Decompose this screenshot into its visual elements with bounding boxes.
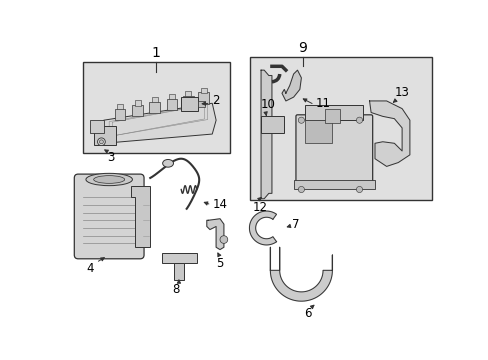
Ellipse shape <box>356 186 362 193</box>
Text: 3: 3 <box>107 151 115 164</box>
Bar <box>151 97 158 103</box>
Polygon shape <box>206 219 224 249</box>
Bar <box>261 116 284 133</box>
Ellipse shape <box>298 117 304 123</box>
Bar <box>82 62 230 153</box>
Bar <box>168 94 175 99</box>
Text: 6: 6 <box>303 307 311 320</box>
Ellipse shape <box>94 176 124 183</box>
Bar <box>149 102 160 113</box>
Bar <box>198 101 204 107</box>
Bar <box>94 126 116 145</box>
Bar <box>185 91 191 96</box>
Ellipse shape <box>97 138 105 145</box>
Polygon shape <box>131 186 150 247</box>
Ellipse shape <box>163 159 173 167</box>
Polygon shape <box>282 70 301 101</box>
Bar <box>162 253 196 264</box>
Polygon shape <box>270 247 332 301</box>
Bar <box>250 57 431 199</box>
FancyBboxPatch shape <box>74 174 144 259</box>
Ellipse shape <box>298 186 304 193</box>
Bar <box>200 88 206 93</box>
Text: 14: 14 <box>212 198 227 211</box>
Bar <box>293 180 374 189</box>
Bar <box>173 263 184 280</box>
Text: 9: 9 <box>298 41 307 55</box>
Polygon shape <box>369 101 409 166</box>
Text: 1: 1 <box>151 46 160 60</box>
Polygon shape <box>100 103 216 143</box>
Polygon shape <box>249 211 276 245</box>
Ellipse shape <box>99 140 103 144</box>
Bar <box>198 93 209 104</box>
Bar <box>183 95 193 107</box>
FancyBboxPatch shape <box>295 115 372 183</box>
Ellipse shape <box>86 173 132 186</box>
Polygon shape <box>261 70 271 199</box>
Bar <box>324 109 340 122</box>
Text: 13: 13 <box>393 86 408 99</box>
Text: 4: 4 <box>87 262 94 275</box>
Text: 7: 7 <box>291 218 299 231</box>
Bar <box>305 105 363 120</box>
Bar <box>166 99 177 110</box>
Bar <box>135 100 141 105</box>
Ellipse shape <box>356 117 362 123</box>
Text: 8: 8 <box>172 283 179 296</box>
Text: 2: 2 <box>212 94 219 107</box>
Ellipse shape <box>220 236 227 243</box>
Bar <box>114 109 125 120</box>
Text: 10: 10 <box>261 98 275 111</box>
Bar <box>117 104 123 109</box>
Bar <box>132 105 143 116</box>
Bar <box>305 120 332 143</box>
Bar <box>90 120 103 132</box>
Text: 12: 12 <box>252 201 267 214</box>
Text: 5: 5 <box>216 257 223 270</box>
Text: 11: 11 <box>315 97 330 110</box>
Bar <box>181 97 198 111</box>
